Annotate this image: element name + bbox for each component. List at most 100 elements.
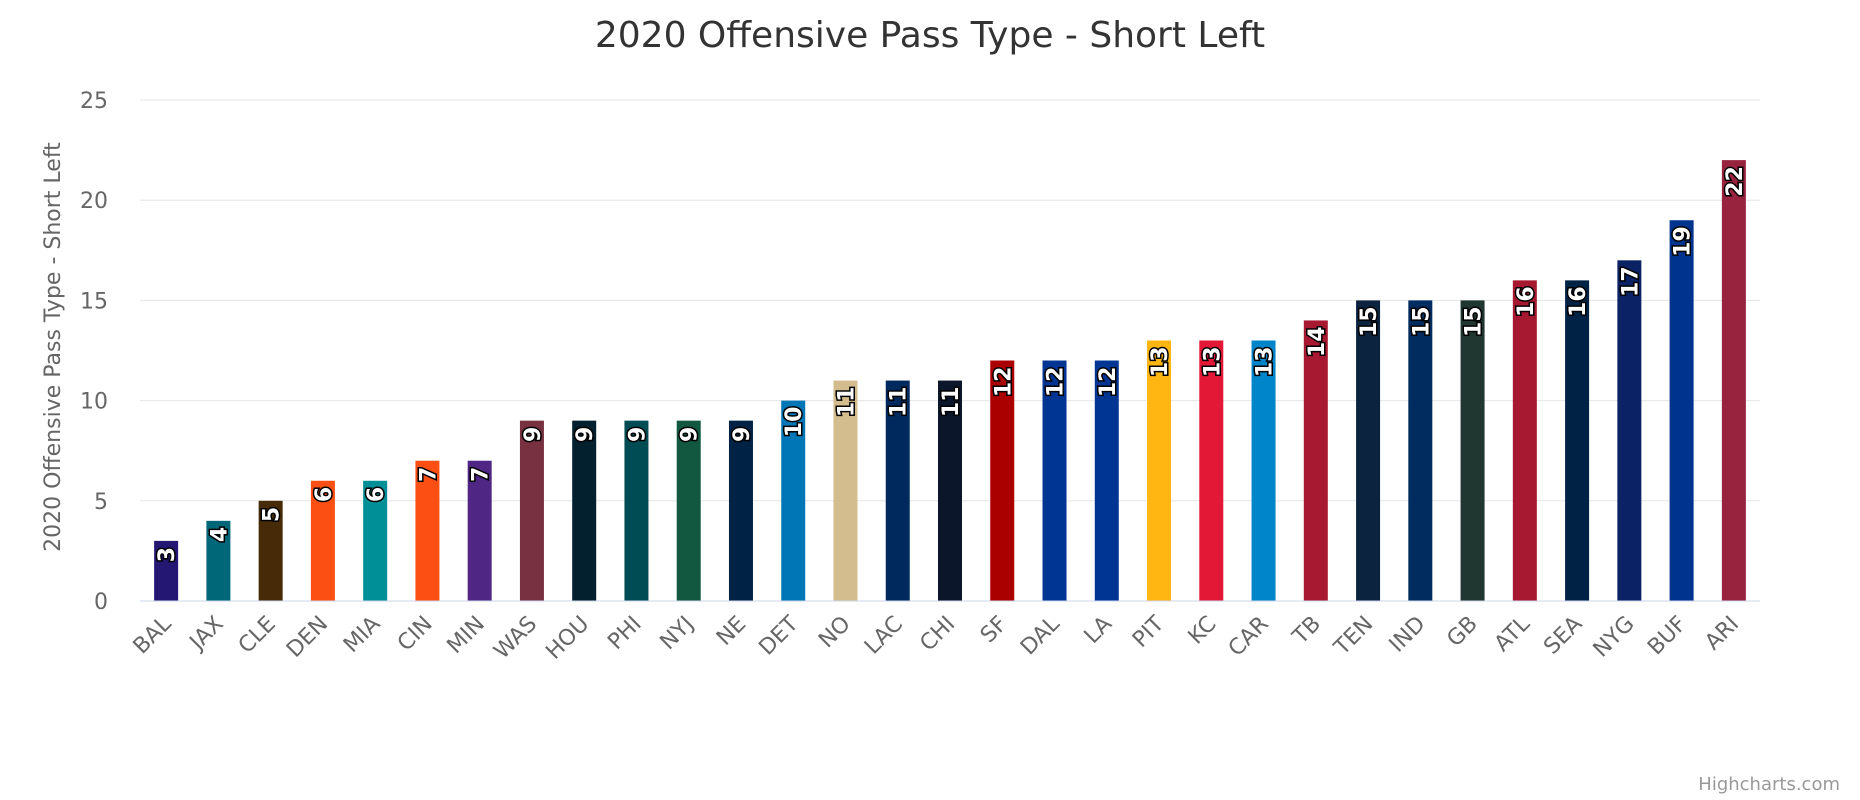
data-label: 9 <box>521 427 546 442</box>
x-tick-label: DET <box>754 611 803 660</box>
bar-was[interactable] <box>519 420 544 601</box>
data-label: 9 <box>573 427 598 442</box>
data-label: 12 <box>1096 367 1121 398</box>
bars <box>154 160 1746 602</box>
data-label: 11 <box>887 387 912 418</box>
bar-mia[interactable] <box>363 480 388 601</box>
gridlines <box>140 99 1760 502</box>
x-tick-label: LA <box>1080 612 1117 649</box>
bar-den[interactable] <box>310 480 335 601</box>
bar-car[interactable] <box>1251 340 1276 601</box>
data-label: 11 <box>939 387 964 418</box>
bar-hou[interactable] <box>572 420 597 601</box>
x-tick-label: SF <box>976 612 1013 649</box>
y-tick-label: 10 <box>80 390 108 415</box>
bar-pit[interactable] <box>1147 340 1172 601</box>
bar-ari[interactable] <box>1721 160 1746 601</box>
data-label: 22 <box>1723 166 1748 197</box>
y-tick-label: 0 <box>94 590 108 615</box>
x-tick-label: NE <box>712 612 751 651</box>
x-tick-label: ATL <box>1490 611 1536 657</box>
bar-chi[interactable] <box>938 380 962 601</box>
x-tick-label: CLE <box>234 612 281 659</box>
x-tick-label: TB <box>1287 612 1326 651</box>
data-label: 16 <box>1514 286 1539 317</box>
x-tick-label: PIT <box>1128 611 1170 653</box>
x-tick-label: JAX <box>184 612 229 657</box>
x-tick-label: IND <box>1385 612 1431 658</box>
bar-ind[interactable] <box>1408 300 1433 601</box>
x-tick-label: BAL <box>129 611 177 659</box>
bar-cle[interactable] <box>258 500 283 601</box>
bar-buf[interactable] <box>1669 220 1694 602</box>
x-tick-label: NO <box>814 612 856 654</box>
bar-ten[interactable] <box>1356 300 1381 601</box>
data-label: 12 <box>1044 367 1069 398</box>
bar-kc[interactable] <box>1199 340 1224 601</box>
bar-bal[interactable] <box>154 540 179 601</box>
credits-text[interactable]: Highcharts.com <box>1698 774 1840 795</box>
y-tick-label: 20 <box>80 189 108 214</box>
data-label: 6 <box>312 487 337 502</box>
data-label: 15 <box>1357 306 1382 337</box>
data-label: 4 <box>207 527 232 542</box>
data-label: 11 <box>834 387 859 418</box>
bar-dal[interactable] <box>1042 360 1067 601</box>
bar-jax[interactable] <box>206 520 231 601</box>
bar-nyg[interactable] <box>1617 260 1642 601</box>
bar-sf[interactable] <box>990 360 1015 601</box>
data-label: 13 <box>1200 346 1225 377</box>
data-label: 16 <box>1566 286 1591 317</box>
x-tick-label: LAC <box>860 612 908 660</box>
x-tick-label: GB <box>1442 612 1482 652</box>
x-tick-label: DEN <box>282 612 333 663</box>
y-tick-label: 15 <box>80 289 108 314</box>
x-tick-label: DAL <box>1016 611 1065 660</box>
y-tick-label: 25 <box>80 89 108 114</box>
x-tick-label: WAS <box>489 612 542 665</box>
bar-nyj[interactable] <box>676 420 701 601</box>
y-axis-ticks: 0 5 10 15 20 25 <box>80 89 108 615</box>
x-tick-label: CAR <box>1224 612 1274 662</box>
x-tick-label: NYJ <box>656 612 699 655</box>
data-label: 9 <box>730 427 755 442</box>
bar-atl[interactable] <box>1512 280 1537 601</box>
bar-det[interactable] <box>781 400 806 601</box>
data-label: 10 <box>782 407 807 438</box>
x-tick-label: CIN <box>393 612 438 657</box>
x-tick-label: CHI <box>915 612 960 657</box>
bar-tb[interactable] <box>1303 320 1328 601</box>
x-tick-label: ARI <box>1700 612 1744 656</box>
bar-sea[interactable] <box>1565 280 1590 601</box>
bar-ne[interactable] <box>728 420 753 601</box>
x-tick-label: BUF <box>1643 612 1692 661</box>
x-tick-label: MIA <box>339 612 385 658</box>
x-axis-ticks: BAL JAX CLE DEN MIA CIN MIN WAS HOU PHI NYJ NE DET NO… <box>129 611 1744 665</box>
bar-la[interactable] <box>1094 360 1119 601</box>
x-tick-label: MIN <box>443 612 490 659</box>
data-label: 3 <box>155 547 180 562</box>
bar-min[interactable] <box>467 460 492 601</box>
bar-cin[interactable] <box>415 460 440 601</box>
data-label: 9 <box>625 427 650 442</box>
chart-title: 2020 Offensive Pass Type - Short Left <box>595 15 1265 56</box>
x-tick-label: PHI <box>603 612 646 655</box>
x-tick-label: TEN <box>1329 612 1378 661</box>
data-label: 19 <box>1671 226 1696 257</box>
data-label: 9 <box>678 427 703 442</box>
bar-no[interactable] <box>833 380 858 601</box>
data-label: 7 <box>416 467 441 482</box>
x-tick-label: SEA <box>1539 612 1587 660</box>
bar-phi[interactable] <box>624 420 649 601</box>
data-label: 7 <box>469 467 494 482</box>
data-label: 13 <box>1148 346 1173 377</box>
data-label: 12 <box>991 367 1016 398</box>
data-label: 14 <box>1305 326 1330 357</box>
bar-gb[interactable] <box>1460 300 1485 601</box>
bar-lac[interactable] <box>885 380 910 601</box>
data-labels: 3 4 5 6 6 7 7 9 9 9 9 9 10 11 11 11 12 12 12 13 13 13 14 15 15 15… <box>154 165 1750 564</box>
x-tick-label: NYG <box>1589 612 1640 663</box>
data-label: 6 <box>364 487 389 502</box>
